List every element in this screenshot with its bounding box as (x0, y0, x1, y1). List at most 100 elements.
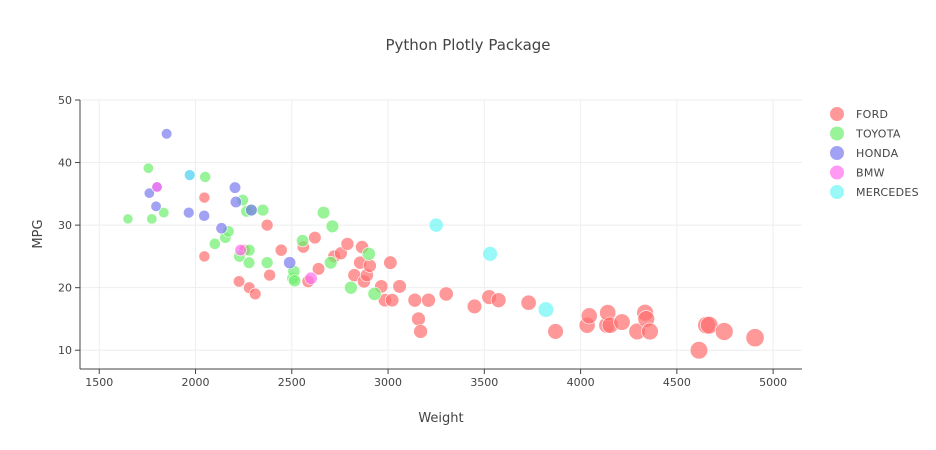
point-ford (198, 191, 211, 204)
legend-label-bmw: BMW (856, 167, 885, 180)
point-toyota (325, 219, 340, 234)
y-tick-label: 50 (58, 94, 72, 107)
legend-item-honda: HONDA (830, 146, 899, 160)
point-ford (232, 275, 246, 288)
point-ford (745, 328, 765, 348)
legend-label-toyota: TOYOTA (855, 128, 901, 141)
legend-marker-toyota (830, 126, 844, 141)
point-ford (421, 292, 436, 308)
point-mercedes (537, 301, 555, 318)
point-toyota (296, 234, 310, 248)
grid-layer (80, 99, 802, 369)
y-tick-label: 10 (58, 344, 72, 357)
point-ford (334, 246, 348, 261)
x-tick-label: 3500 (470, 376, 498, 389)
legend-item-toyota: TOYOTA (830, 126, 901, 141)
point-ford (249, 287, 262, 301)
y-tick-label: 20 (58, 282, 72, 295)
point-ford (413, 324, 428, 339)
point-ford (385, 293, 400, 308)
legend-marker-honda (830, 146, 844, 160)
point-toyota (122, 213, 134, 225)
point-ford (340, 237, 355, 251)
point-honda (161, 128, 173, 140)
x-tick-label: 1500 (85, 376, 113, 389)
point-toyota (344, 280, 358, 295)
point-ford (613, 313, 631, 331)
point-ford (274, 243, 288, 257)
point-mercedes (428, 217, 444, 233)
point-ford (438, 286, 454, 302)
legend-marker-mercedes (830, 185, 844, 199)
point-toyota (158, 207, 170, 219)
point-toyota (361, 246, 376, 261)
point-toyota (146, 213, 158, 225)
point-ford (260, 218, 274, 232)
x-tick-label: 4500 (663, 376, 691, 389)
legend-item-ford: FORD (830, 107, 888, 121)
point-toyota (208, 237, 221, 250)
legend-label-ford: FORD (856, 108, 888, 121)
point-ford (689, 341, 709, 360)
point-ford (490, 292, 507, 308)
point-honda (143, 187, 155, 199)
y-tick-label: 30 (58, 219, 72, 232)
x-tick-label: 2500 (278, 376, 306, 389)
point-honda (283, 256, 297, 270)
point-ford (407, 292, 423, 308)
point-honda (215, 222, 228, 235)
point-ford (411, 311, 426, 327)
point-honda (228, 181, 242, 194)
point-toyota (256, 203, 270, 217)
point-honda (183, 206, 195, 219)
point-honda (198, 209, 211, 222)
point-ford (547, 323, 564, 340)
chart-title: Python Plotly Package (385, 36, 550, 54)
points-layer (122, 128, 765, 360)
point-ford (362, 258, 377, 273)
point-toyota (242, 256, 256, 269)
x-tick-label: 3000 (374, 376, 402, 389)
point-toyota (260, 256, 274, 269)
point-honda (229, 195, 243, 209)
point-bmw (304, 271, 318, 285)
point-ford (383, 255, 398, 270)
legend-item-bmw: BMW (830, 165, 885, 180)
legend-marker-bmw (830, 165, 844, 180)
point-ford (311, 262, 326, 276)
point-ford (520, 294, 537, 311)
point-toyota (323, 255, 338, 270)
legend-label-honda: HONDA (856, 147, 899, 160)
point-honda (150, 200, 162, 212)
point-ford (714, 322, 734, 341)
point-bmw (151, 181, 163, 193)
point-mercedes (183, 169, 196, 181)
point-toyota (288, 274, 302, 288)
point-toyota (367, 286, 382, 301)
point-ford (308, 231, 322, 245)
point-toyota (316, 205, 331, 220)
point-toyota (199, 171, 212, 183)
point-ford (466, 298, 483, 315)
point-toyota (142, 162, 154, 174)
point-ford (641, 322, 659, 341)
legend-label-mercedes: MERCEDES (856, 186, 919, 199)
x-tick-label: 4000 (567, 376, 595, 389)
x-tick-label: 2000 (182, 376, 210, 389)
axes-layer: 1500 2000 2500 3000 3500 4000 4500 5000 10 20 30 40… (58, 94, 802, 389)
x-axis-label: Weight (418, 411, 463, 426)
y-tick-label: 40 (58, 157, 72, 170)
point-bmw (234, 244, 247, 257)
point-ford (392, 279, 407, 294)
legend-item-mercedes: MERCEDES (830, 185, 919, 199)
x-tick-label: 5000 (759, 376, 787, 389)
point-ford (580, 307, 598, 325)
point-ford (263, 268, 276, 282)
legend: FORD TOYOTA HONDA BMW MERCEDES (830, 107, 919, 199)
legend-marker-ford (830, 107, 844, 121)
point-mercedes (482, 246, 498, 262)
point-ford (198, 250, 211, 263)
y-axis-label: MPG (31, 219, 46, 248)
